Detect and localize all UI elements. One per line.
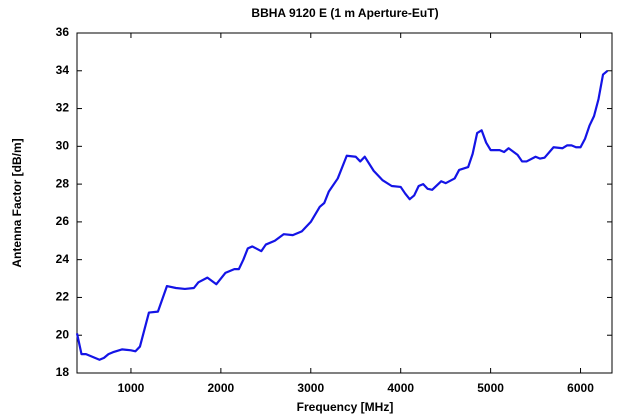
x-axis-label: Frequency [MHz] (297, 400, 394, 414)
x-tick-label: 2000 (208, 381, 235, 395)
y-tick-label: 24 (56, 252, 70, 266)
y-tick-label: 32 (56, 101, 70, 115)
x-tick-label: 3000 (297, 381, 324, 395)
data-line (75, 69, 609, 361)
x-tick-label: 1000 (118, 381, 145, 395)
y-tick-label: 34 (56, 63, 70, 77)
chart-title: BBHA 9120 E (1 m Aperture-EuT) (251, 6, 438, 20)
x-tick-label: 5000 (477, 381, 504, 395)
y-tick-label: 26 (56, 214, 70, 228)
y-axis-label: Antenna Factor [dB/m] (10, 138, 24, 267)
y-tick-label: 18 (56, 365, 70, 379)
y-tick-label: 30 (56, 139, 70, 153)
y-tick-label: 28 (56, 176, 70, 190)
plot-frame (76, 32, 613, 374)
y-tick-label: 20 (56, 327, 70, 341)
x-tick-label: 4000 (387, 381, 414, 395)
y-tick-label: 36 (56, 25, 70, 39)
y-tick-label: 22 (56, 290, 70, 304)
x-tick-label: 6000 (567, 381, 594, 395)
